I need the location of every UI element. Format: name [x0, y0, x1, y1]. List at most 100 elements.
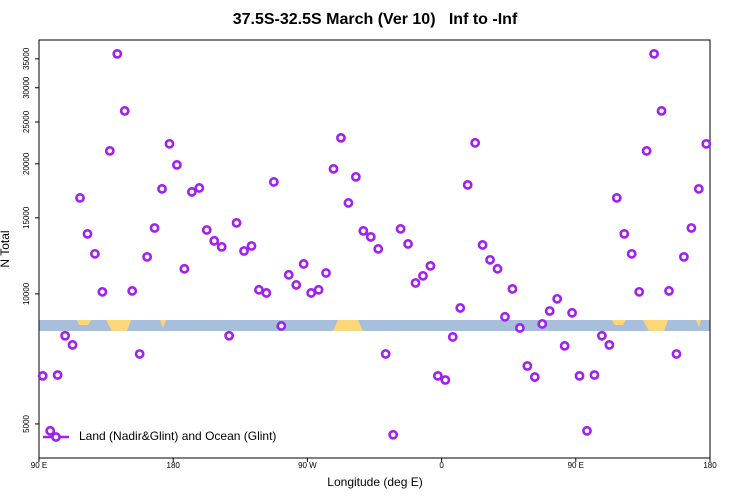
data-point [328, 163, 339, 174]
data-point [37, 370, 48, 381]
x-tick-label: 180 [703, 461, 717, 470]
y-tick-label: 10000 [22, 282, 31, 305]
data-point [418, 270, 428, 281]
data-point [216, 241, 227, 252]
data-point [336, 132, 346, 143]
data-point [686, 223, 697, 233]
data-point [514, 323, 525, 333]
data-point [276, 321, 287, 331]
data-point [671, 349, 682, 359]
x-tick-label: 90 W [298, 461, 317, 470]
data-point [261, 288, 272, 298]
data-point [477, 240, 488, 250]
data-point [298, 259, 309, 269]
y-axis-label: N Total [0, 230, 12, 267]
data-point [350, 171, 361, 182]
data-point [589, 370, 600, 380]
y-tick-label: 30000 [22, 76, 31, 99]
data-point [552, 293, 563, 304]
data-point [611, 193, 622, 203]
data-point [522, 361, 533, 371]
data-point [343, 198, 354, 208]
y-tick-label: 20000 [22, 152, 31, 175]
land-patch [333, 320, 363, 331]
ocean-band [39, 320, 710, 331]
data-point [447, 332, 458, 342]
y-tick-label: 35000 [22, 47, 31, 70]
data-point [596, 330, 607, 341]
data-point [507, 283, 518, 294]
data-point [358, 226, 369, 236]
data-point [574, 370, 585, 381]
data-point [544, 306, 555, 316]
data-point [313, 284, 324, 295]
land-patch [160, 320, 166, 328]
data-point [306, 288, 317, 298]
data-point [164, 138, 175, 149]
data-point [268, 177, 279, 187]
x-tick-label: 180 [167, 461, 181, 470]
data-point [470, 137, 481, 148]
data-point [693, 184, 704, 194]
data-point [60, 330, 70, 341]
data-point [492, 263, 503, 274]
data-point [537, 319, 548, 329]
data-point [127, 286, 138, 296]
data-point [529, 372, 540, 382]
data-point [179, 263, 190, 274]
x-tick-label: 90 E [31, 461, 47, 470]
legend-marker [51, 432, 61, 442]
legend-label: Land (Nadir&Glint) and Ocean (Glint) [79, 429, 276, 443]
data-point [45, 425, 56, 436]
data-point [373, 244, 384, 254]
data-point [239, 246, 249, 256]
data-point [664, 286, 674, 296]
land-ocean-strip [39, 320, 710, 331]
data-point [462, 179, 473, 190]
data-point [283, 269, 294, 280]
x-tick-label: 90 E [568, 461, 584, 470]
data-point [149, 223, 160, 233]
data-point [641, 145, 652, 156]
data-point [52, 370, 63, 380]
data-point [142, 251, 153, 262]
data-point [97, 286, 108, 297]
land-patch [696, 320, 701, 327]
data-point [134, 349, 145, 359]
data-point [656, 106, 667, 116]
data-point [440, 375, 451, 385]
data-point [224, 330, 235, 341]
data-point [209, 235, 220, 246]
x-tick-label: 0 [439, 461, 444, 470]
data-point [172, 159, 182, 170]
y-tick-label: 15000 [22, 206, 31, 229]
data-point [701, 138, 712, 149]
data-point [403, 239, 413, 249]
data-point [321, 268, 331, 278]
data-point [104, 145, 115, 156]
y-tick-label: 25000 [22, 110, 31, 133]
data-point [500, 311, 510, 322]
land-patch [106, 320, 131, 331]
data-point [365, 231, 376, 242]
data-point [291, 280, 302, 290]
data-point [186, 187, 197, 197]
data-point [90, 248, 100, 259]
data-point [246, 241, 257, 251]
data-point [82, 228, 93, 239]
data-point [432, 370, 443, 381]
data-point [604, 339, 615, 350]
data-point [559, 340, 570, 351]
data-point [626, 248, 637, 259]
data-point [201, 225, 212, 235]
data-point [619, 228, 630, 239]
land-patch [643, 320, 668, 331]
data-point [567, 307, 577, 318]
land-patch [77, 320, 91, 325]
data-point [112, 48, 123, 59]
data-point [157, 184, 167, 194]
data-point [194, 183, 205, 193]
plot-frame [38, 39, 711, 459]
data-point [67, 339, 78, 350]
